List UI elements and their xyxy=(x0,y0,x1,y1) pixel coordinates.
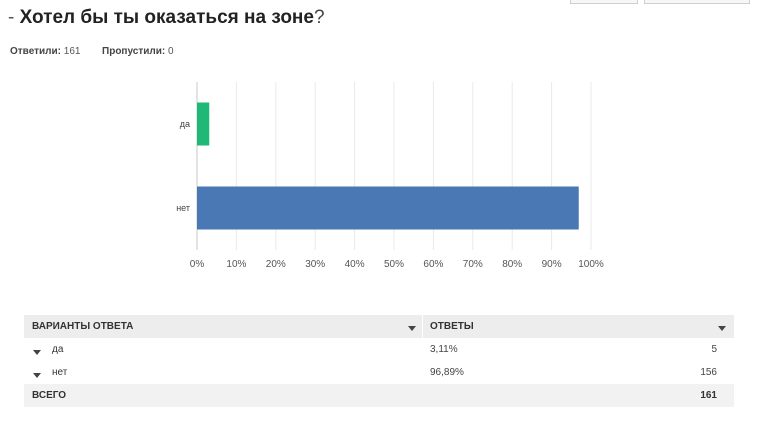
header-responses[interactable]: ОТВЕТЫ xyxy=(430,321,474,332)
x-tick-label: 90% xyxy=(542,259,562,270)
skipped-count: 0 xyxy=(168,46,174,57)
header-answer-choices[interactable]: ВАРИАНТЫ ОТВЕТА xyxy=(32,321,134,332)
x-tick-label: 20% xyxy=(266,259,286,270)
x-tick-label: 0% xyxy=(190,259,205,270)
skipped-label: Пропустили: xyxy=(102,46,166,57)
bar-chart: 0% 10% 20% 30% 40% 50% 60% 70% 80% 90% 100% да нет xyxy=(176,82,604,270)
x-tick-label: 100% xyxy=(578,259,604,270)
toolbar-button-left[interactable] xyxy=(570,0,638,4)
question-text: Хотел бы ты оказаться на зоне xyxy=(19,7,314,28)
answer-count: 156 xyxy=(700,367,717,378)
answer-label: нет xyxy=(52,367,68,378)
table-row: нет 96,89% 156 xyxy=(24,361,734,384)
top-toolbar xyxy=(570,0,750,4)
bar-yes xyxy=(197,102,210,146)
x-tick-label: 50% xyxy=(384,259,404,270)
x-tick-label: 40% xyxy=(345,259,365,270)
bar-no xyxy=(197,186,579,230)
answer-percent: 96,89% xyxy=(430,367,464,378)
expand-row-icon[interactable] xyxy=(33,347,41,358)
question-title: - Хотел бы ты оказаться на зоне? xyxy=(8,7,325,29)
table-header: ВАРИАНТЫ ОТВЕТА ОТВЕТЫ xyxy=(24,315,734,338)
x-tick-label: 80% xyxy=(502,259,522,270)
expand-row-icon[interactable] xyxy=(33,370,41,381)
question-dash: - xyxy=(8,7,20,28)
question-mark: ? xyxy=(313,7,325,28)
response-stats: Ответили: 161 Пропустили: 0 xyxy=(10,46,174,57)
answer-count: 5 xyxy=(711,344,717,355)
category-label: да xyxy=(180,119,190,129)
answered-label: Ответили: xyxy=(10,46,61,57)
x-tick-label: 60% xyxy=(423,259,443,270)
x-tick-label: 10% xyxy=(226,259,246,270)
answer-percent: 3,11% xyxy=(430,344,458,355)
sort-responses-icon[interactable] xyxy=(718,323,726,334)
toolbar-button-right[interactable] xyxy=(644,0,750,4)
category-label: нет xyxy=(176,203,190,213)
x-tick-label: 30% xyxy=(305,259,325,270)
total-label: ВСЕГО xyxy=(32,390,67,401)
answered-count: 161 xyxy=(63,46,81,57)
total-count: 161 xyxy=(700,390,717,401)
sort-choices-icon[interactable] xyxy=(408,323,416,334)
answer-label: да xyxy=(52,344,64,355)
x-tick-label: 70% xyxy=(463,259,483,270)
table-row: да 3,11% 5 xyxy=(24,338,734,361)
response-table: ВАРИАНТЫ ОТВЕТА ОТВЕТЫ да 3,11% 5 нет 96… xyxy=(24,315,734,407)
table-total-row: ВСЕГО 161 xyxy=(24,384,734,407)
